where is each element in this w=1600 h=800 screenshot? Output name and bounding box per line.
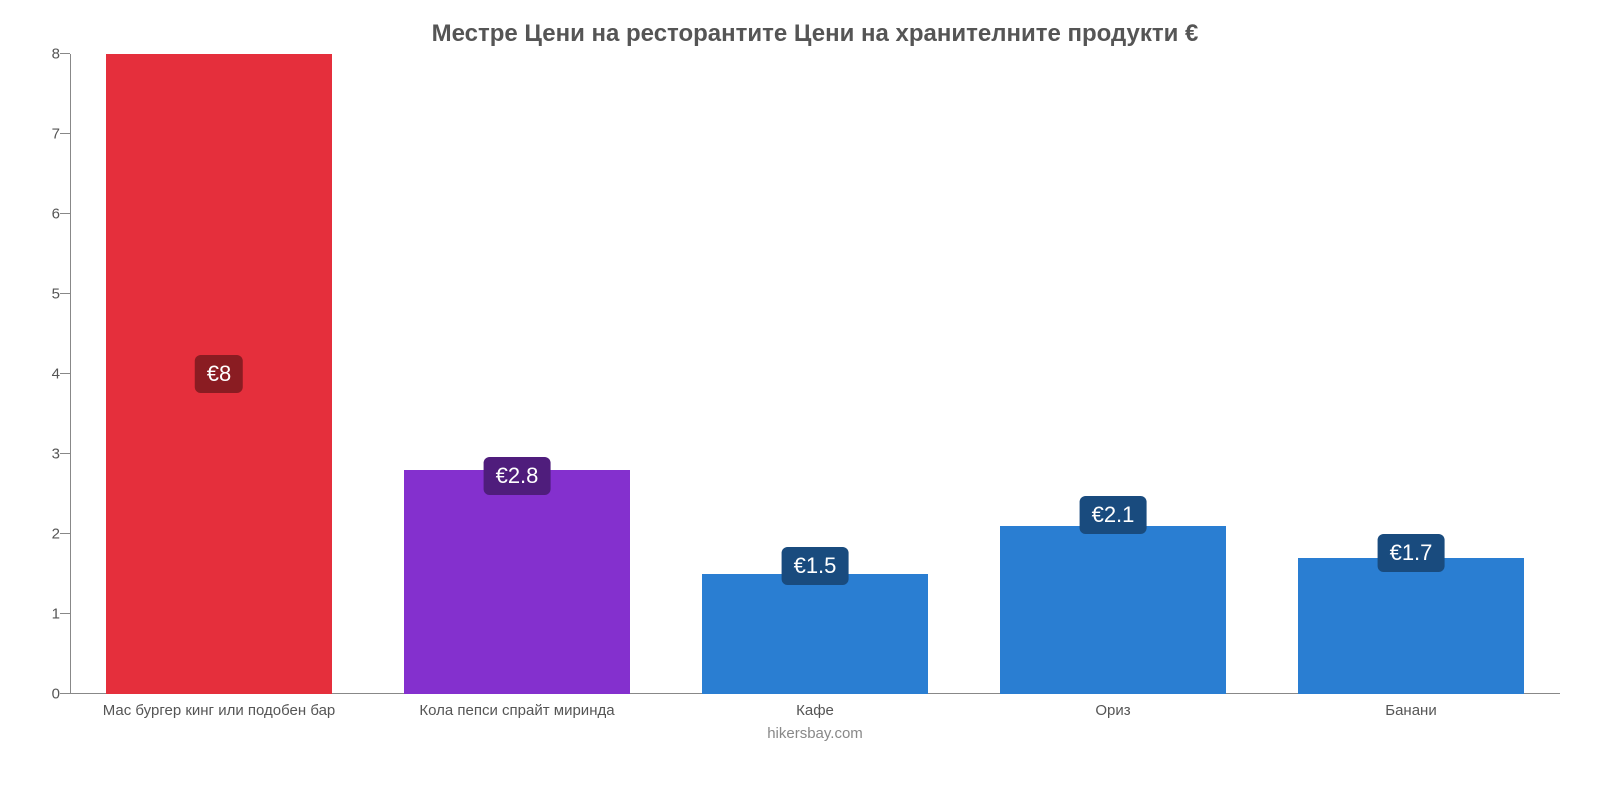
y-tick-label: 7 [20,126,60,143]
value-badge: €2.1 [1080,496,1147,534]
bar [1000,526,1226,694]
value-badge: €2.8 [484,457,551,495]
x-tick-label: Ориз [964,702,1262,719]
y-tick [60,373,70,374]
y-tick-label: 6 [20,206,60,223]
y-tick-label: 8 [20,46,60,63]
y-tick-label: 4 [20,366,60,383]
y-tick-label: 5 [20,286,60,303]
plot-area: 012345678 €8€2.8€1.5€2.1€1.7 [70,54,1560,694]
y-tick [60,293,70,294]
value-badge: €1.5 [782,547,849,585]
bar-slot: €8 [70,54,368,694]
y-tick [60,133,70,134]
y-tick-label: 3 [20,446,60,463]
y-tick-label: 2 [20,526,60,543]
y-tick [60,213,70,214]
x-labels-row: Мас бургер кинг или подобен барКола пепс… [70,702,1560,719]
y-tick [60,453,70,454]
bar [1298,558,1524,694]
price-bar-chart: Местре Цени на ресторантите Цени на хран… [0,0,1600,800]
value-badge: €8 [195,355,243,393]
y-tick [60,533,70,534]
y-tick [60,613,70,614]
x-tick-label: Мас бургер кинг или подобен бар [70,702,368,719]
bar-slot: €2.8 [368,54,666,694]
bar-slot: €1.5 [666,54,964,694]
x-tick-label: Кола пепси спрайт миринда [368,702,666,719]
value-badge: €1.7 [1378,534,1445,572]
y-tick-label: 0 [20,686,60,703]
bar-slot: €2.1 [964,54,1262,694]
chart-subtitle: hikersbay.com [70,725,1560,742]
bar [404,470,630,694]
bar [702,574,928,694]
chart-title: Местре Цени на ресторантите Цени на хран… [70,20,1560,48]
bar-slot: €1.7 [1262,54,1560,694]
x-tick-label: Банани [1262,702,1560,719]
x-tick-label: Кафе [666,702,964,719]
y-tick [60,693,70,694]
y-tick [60,53,70,54]
y-tick-label: 1 [20,606,60,623]
